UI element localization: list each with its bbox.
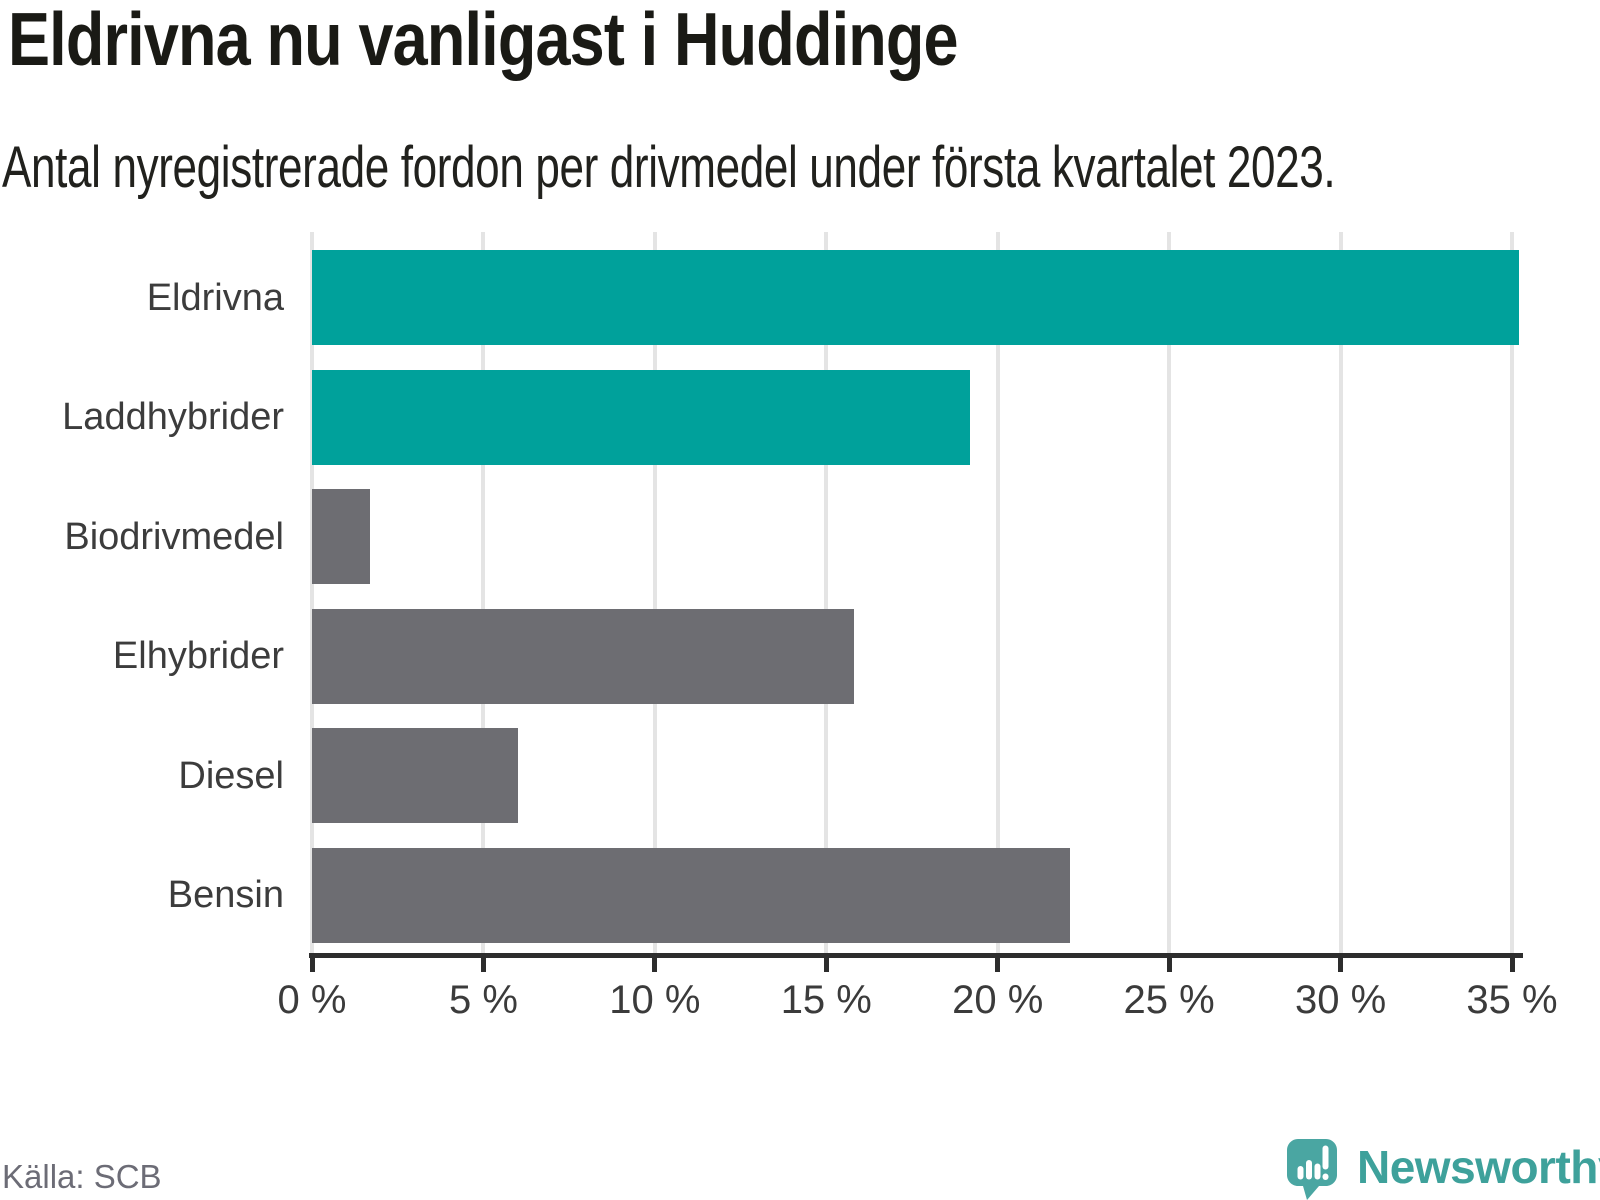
x-axis-tick-label: 15 % (780, 978, 872, 1022)
gridline (1338, 232, 1343, 953)
brand-name: Newsworthy (1357, 1141, 1600, 1193)
x-axis-tick-label: 5 % (448, 978, 518, 1022)
x-axis-tick (652, 958, 658, 972)
x-axis-tick-label: 10 % (609, 978, 701, 1022)
bar-laddhybrider (312, 369, 971, 465)
x-axis-tick (995, 958, 1001, 972)
category-label-diesel: Diesel (178, 754, 284, 797)
chart-subtitle: Antal nyregistrerade fordon per drivmede… (2, 135, 1336, 200)
brand-footer: Newsworthy (1287, 1139, 1600, 1200)
source-label: Källa: SCB (2, 1158, 162, 1195)
category-label-bensin: Bensin (167, 874, 284, 916)
bar-biodrivmedel (312, 489, 371, 584)
category-label-elhybrider: Elhybrider (112, 635, 284, 677)
bar-eldrivna (312, 250, 1519, 345)
x-axis-tick-label: 30 % (1294, 978, 1387, 1022)
gridline (652, 232, 657, 953)
newsworthy-logo-icon (1287, 1139, 1337, 1200)
x-axis-line (309, 953, 1523, 958)
gridline (1510, 232, 1514, 953)
bar-bensin (312, 847, 1070, 943)
x-axis-tick-label: 20 % (952, 978, 1044, 1022)
gridline (995, 232, 1000, 953)
gridline (824, 232, 829, 953)
x-axis-tick (480, 958, 486, 972)
gridline (1167, 232, 1172, 953)
x-axis-tick-label: 25 % (1123, 978, 1215, 1022)
bar-elhybrider (312, 608, 854, 704)
category-label-laddhybrider: Laddhybrider (62, 396, 284, 438)
category-label-eldrivna: Eldrivna (146, 276, 284, 319)
x-axis-tick-label: 0 % (277, 978, 347, 1022)
x-axis-tick (823, 958, 829, 972)
x-axis-tick (1338, 958, 1344, 972)
bar-diesel (312, 728, 518, 823)
x-axis-tick-label: 35 % (1466, 978, 1558, 1022)
chart-title: Eldrivna nu vanligast i Huddinge (8, 0, 959, 81)
x-axis-tick (309, 958, 315, 972)
x-axis-tick (1166, 958, 1172, 972)
category-label-biodrivmedel: Biodrivmedel (64, 515, 284, 558)
gridline (310, 232, 314, 953)
x-axis-tick (1509, 958, 1515, 972)
gridline (481, 232, 486, 953)
